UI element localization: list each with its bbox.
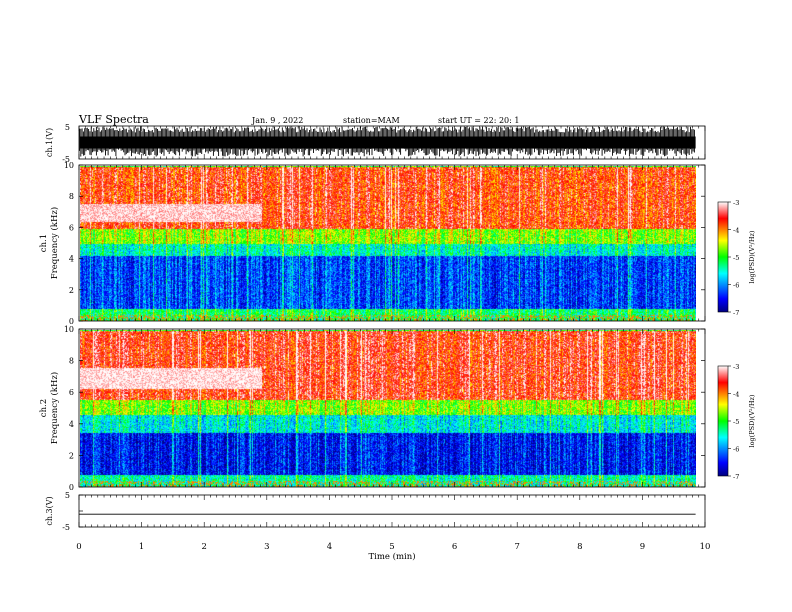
xtick-label: 3 xyxy=(264,542,269,552)
ch1-spectrogram-ytick-label: 0 xyxy=(69,317,74,326)
xtick-label: 2 xyxy=(201,542,206,552)
ch2-spectrogram-colorbar-tick-label: -3 xyxy=(733,363,739,371)
xtick-label: 8 xyxy=(577,542,582,552)
ch2-spectrogram-ytick-label: 10 xyxy=(64,325,74,334)
ch2-spectrogram-ytick-label: 4 xyxy=(69,420,74,429)
ch1-spectrogram-ytick-label: 4 xyxy=(69,255,74,264)
ch3-ytick-label: -5 xyxy=(62,523,70,532)
ch2-spectrogram-ytick-label: 6 xyxy=(69,388,74,397)
xtick-label: 0 xyxy=(76,542,81,552)
ch1-spectrogram-colorbar-tick-label: -4 xyxy=(733,227,739,235)
ch1-ytick-top: 5 xyxy=(65,123,70,132)
ch1-spectrogram-colorbar-tick-label: -6 xyxy=(733,282,739,290)
station-label: station=MAM xyxy=(343,116,400,125)
ch2-spectrogram-colorbar-tick-label: -7 xyxy=(733,473,739,481)
ch2-spectrogram-ytick-label: 8 xyxy=(69,357,74,366)
ch1-spectrogram-ylabel-frequency: Frequency (kHz) xyxy=(49,207,60,279)
ch2-spectrogram-colorbar xyxy=(717,365,729,477)
ch2-spectrogram-colorbar-label: log(PSD)(V²/Hz) xyxy=(748,394,756,447)
ch1-spectrogram-colorbar-tick-label: -5 xyxy=(733,254,739,262)
xtick-label: 4 xyxy=(327,542,332,552)
xaxis-label: Time (min) xyxy=(368,551,415,562)
ch1-spectrogram-heatmap xyxy=(80,166,696,321)
xtick-label: 9 xyxy=(640,542,645,552)
xtick-label: 5 xyxy=(389,542,394,552)
ch1-ytick-bottom: -5 xyxy=(62,155,70,164)
ch1-spectrogram-colorbar-tick-label: -3 xyxy=(733,199,739,207)
ch3-waveform-ylabel: ch.3(V) xyxy=(45,496,54,525)
ch1-spectrogram-ylabel-channel: ch.1 xyxy=(39,234,49,252)
ch2-spectrogram-ylabel-frequency: Frequency (kHz) xyxy=(49,372,60,444)
figure-title: VLF Spectra xyxy=(78,113,149,126)
ch2-spectrogram-colorbar-tick-label: -5 xyxy=(733,418,739,426)
ch1-spectrogram-ytick-label: 2 xyxy=(69,286,74,295)
start-time-label: start UT = 22: 20: 1 xyxy=(438,116,519,125)
ch1-spectrogram-ytick-label: 8 xyxy=(69,192,74,201)
ch1-spectrogram-ytick-label: 6 xyxy=(69,223,74,232)
ch2-spectrogram-ytick-label: 0 xyxy=(69,483,74,492)
ch2-spectrogram-ylabel-channel: ch.2 xyxy=(39,399,49,417)
date-label: Jan. 9 , 2022 xyxy=(251,116,303,125)
xtick-label: 1 xyxy=(139,542,144,552)
ch1-waveform-core xyxy=(80,136,696,149)
ch2-spectrogram-heatmap xyxy=(80,330,696,487)
xtick-label: 10 xyxy=(700,542,711,552)
ch1-spectrogram-colorbar-label: log(PSD)(V²/Hz) xyxy=(748,230,756,283)
ch2-spectrogram-colorbar-tick-label: -6 xyxy=(733,446,739,454)
xtick-label: 7 xyxy=(514,542,519,552)
ch1-spectrogram-colorbar-tick-label: -7 xyxy=(733,309,739,317)
ch2-spectrogram-colorbar-tick-label: -4 xyxy=(733,391,739,399)
ch1-spectrogram-ytick-label: 10 xyxy=(64,161,74,170)
ch1-spectrogram-colorbar xyxy=(717,201,729,313)
ch2-spectrogram-ytick-label: 2 xyxy=(69,451,74,460)
xtick-label: 6 xyxy=(452,542,457,552)
ch3-ytick-label: 5 xyxy=(65,491,70,500)
ch1-waveform-ylabel: ch.1(V) xyxy=(45,128,54,157)
